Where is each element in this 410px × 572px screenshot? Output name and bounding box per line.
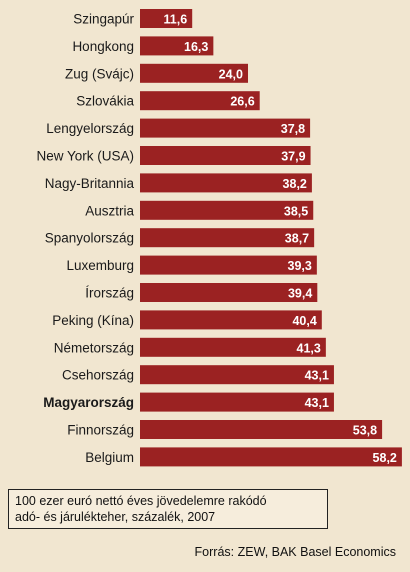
bar — [140, 63, 248, 83]
category-label: Csehország — [62, 368, 134, 383]
value-label: 37,9 — [281, 150, 305, 164]
bar — [140, 173, 312, 193]
bar — [140, 146, 311, 165]
value-label: 16,3 — [184, 40, 208, 54]
value-label: 39,3 — [288, 259, 312, 273]
value-label: 58,2 — [373, 451, 397, 465]
bar — [140, 91, 260, 111]
note-line-1: 100 ezer euró nettó éves jövedelemre rak… — [15, 494, 267, 508]
bar — [140, 365, 334, 385]
bar — [140, 283, 318, 302]
bar — [140, 36, 214, 56]
category-label: Hongkong — [72, 39, 134, 54]
category-label: Luxemburg — [66, 258, 134, 273]
category-label: Németország — [54, 340, 134, 355]
category-label: Szlovákia — [76, 94, 134, 109]
category-label: Zug (Svájc) — [65, 66, 134, 81]
bar — [140, 118, 311, 138]
category-label: Finnország — [67, 423, 134, 438]
bar — [140, 337, 326, 357]
bar — [140, 420, 383, 439]
value-label: 38,2 — [283, 177, 307, 191]
note-line-2: adó- és járulékteher, százalék, 2007 — [15, 510, 216, 524]
chart-note-box: 100 ezer euró nettó éves jövedelemre rak… — [8, 489, 328, 529]
bar-chart: Szingapúr 11,6 Hongkong 16,3 Zug (Svájc) 24,0… — [36, 9, 402, 467]
value-label: 43,1 — [305, 369, 329, 383]
value-label: 43,1 — [305, 396, 329, 410]
source-text: Forrás: ZEW, BAK Basel Economics — [194, 545, 396, 559]
category-label: Peking (Kína) — [52, 313, 134, 328]
value-label: 40,4 — [292, 314, 316, 328]
category-label: Belgium — [85, 450, 134, 465]
category-label: Nagy-Britannia — [45, 176, 135, 191]
category-label: Ausztria — [85, 203, 134, 218]
bar — [140, 200, 314, 220]
bar — [140, 255, 317, 275]
bar — [140, 447, 402, 467]
category-label: New York (USA) — [36, 149, 134, 164]
category-label: Szingapúr — [73, 12, 134, 27]
value-label: 53,8 — [353, 424, 377, 438]
value-label: 26,6 — [230, 95, 254, 109]
value-label: 24,0 — [219, 67, 243, 81]
value-label: 11,6 — [164, 13, 188, 27]
category-label: Magyarország — [43, 395, 134, 410]
bar — [140, 9, 193, 28]
bar — [140, 392, 334, 412]
value-label: 41,3 — [297, 341, 321, 355]
bar — [140, 310, 322, 330]
bar — [140, 228, 315, 248]
value-label: 38,5 — [284, 204, 308, 218]
value-label: 39,4 — [288, 287, 312, 301]
category-label: Írország — [85, 286, 134, 301]
value-label: 37,8 — [281, 122, 305, 136]
category-label: Spanyolország — [45, 231, 134, 246]
value-label: 38,7 — [285, 232, 309, 246]
category-label: Lengyelország — [46, 121, 134, 136]
